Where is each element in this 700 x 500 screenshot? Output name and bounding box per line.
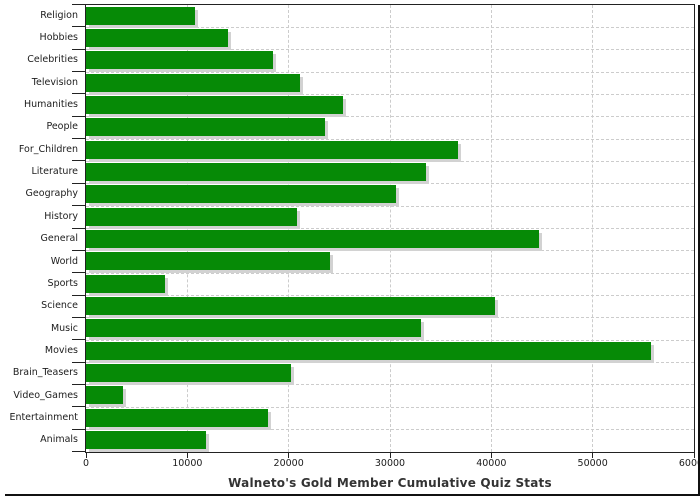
y-axis-label: Literature [31, 166, 78, 178]
x-axis-tick [490, 453, 492, 458]
y-axis-tick [72, 26, 85, 27]
bar-hobbies [86, 28, 228, 47]
y-axis-tick [72, 451, 85, 452]
x-axis-label: 10000 [172, 458, 203, 469]
y-axis-label: Celebrities [27, 54, 78, 66]
x-axis-label: 30000 [374, 458, 406, 469]
bar-entertainment [86, 408, 268, 427]
x-axis-tick [693, 453, 695, 458]
y-axis-tick [72, 339, 85, 340]
bar-religion [86, 6, 195, 25]
horizontal-gridline [86, 228, 694, 229]
y-axis-label: General [40, 233, 78, 245]
y-axis-label: Animals [40, 434, 78, 446]
y-axis-label: Religion [40, 9, 78, 21]
bar-brain_teasers [86, 364, 291, 383]
y-axis-tick [72, 295, 85, 296]
bar-television [86, 73, 300, 92]
y-axis-tick [72, 71, 85, 72]
y-axis-label: Music [50, 322, 78, 334]
x-axis-tick [288, 453, 290, 458]
y-axis-tick [72, 93, 85, 94]
x-axis-tick [186, 453, 188, 458]
x-axis-label: 40000 [476, 458, 507, 469]
horizontal-gridline [86, 250, 694, 252]
horizontal-gridline [86, 384, 694, 386]
y-axis-tick [72, 384, 85, 385]
bar-video_games [86, 386, 123, 405]
bar-sports [86, 274, 165, 293]
y-axis-tick [72, 250, 85, 251]
x-axis-tick [592, 453, 594, 458]
y-axis-label: Humanities [23, 99, 78, 111]
x-axis-label: 0 [82, 458, 90, 469]
y-axis-tick [72, 49, 85, 50]
frame-shadow-right [698, 5, 700, 496]
horizontal-gridline [86, 429, 694, 431]
bar-for_children [86, 140, 458, 159]
y-axis-tick [72, 272, 85, 273]
y-axis-tick [72, 183, 85, 184]
y-axis-label: People [46, 121, 78, 133]
x-axis-tick [85, 453, 87, 458]
horizontal-gridline [86, 160, 694, 162]
bar-movies [86, 341, 651, 360]
bar-music [86, 319, 421, 338]
y-axis-label: Sports [47, 277, 78, 289]
bar-humanities [86, 95, 343, 114]
y-axis-label: Movies [44, 344, 78, 356]
horizontal-gridline [86, 362, 694, 364]
horizontal-gridline [86, 49, 694, 51]
plot-area [85, 4, 695, 453]
horizontal-gridline [86, 183, 694, 185]
x-axis-tick [389, 453, 391, 458]
horizontal-gridline [86, 116, 694, 118]
bar-geography [86, 185, 396, 204]
horizontal-gridline [86, 71, 694, 73]
y-axis-tick [72, 362, 85, 363]
horizontal-gridline [86, 272, 694, 274]
bar-celebrities [86, 51, 273, 70]
bar-history [86, 207, 297, 226]
y-axis-tick [72, 4, 85, 5]
bar-general [86, 230, 539, 248]
chart-title: Walneto's Gold Member Cumulative Quiz St… [228, 476, 552, 490]
x-axis-label: 20000 [273, 458, 304, 469]
bar-animals [86, 431, 206, 450]
y-axis-tick [72, 406, 85, 407]
y-axis-label: Science [41, 300, 78, 312]
y-axis-tick [72, 138, 85, 139]
y-axis-label: Brain_Teasers [12, 367, 78, 379]
y-axis-tick [72, 160, 85, 161]
y-axis-label: Entertainment [9, 411, 78, 423]
y-axis-tick [72, 116, 85, 117]
x-axis-label: 50000 [577, 458, 608, 469]
horizontal-gridline [86, 406, 694, 408]
y-axis-tick [72, 205, 85, 206]
frame-shadow-bottom [5, 494, 700, 496]
bar-people [86, 118, 325, 137]
horizontal-gridline [86, 26, 694, 28]
y-axis-label: History [44, 210, 78, 222]
y-axis-label: Video_Games [13, 389, 78, 401]
horizontal-gridline [86, 339, 694, 341]
bar-world [86, 252, 330, 271]
y-axis-label: For_Children [18, 143, 78, 155]
y-axis-tick [72, 228, 85, 229]
horizontal-gridline [86, 138, 694, 140]
y-axis-tick [72, 429, 85, 430]
y-axis-label: Hobbies [39, 32, 78, 44]
horizontal-gridline [86, 93, 694, 95]
horizontal-gridline [86, 205, 694, 207]
y-axis-label: Geography [25, 188, 78, 200]
y-axis-tick [72, 317, 85, 318]
bar-science [86, 297, 495, 316]
y-axis-label: World [50, 255, 78, 267]
y-axis-label: Television [31, 76, 78, 88]
bar-literature [86, 162, 426, 181]
horizontal-gridline [86, 295, 694, 297]
x-axis-label: 60000 [678, 458, 700, 469]
horizontal-gridline [86, 317, 694, 319]
